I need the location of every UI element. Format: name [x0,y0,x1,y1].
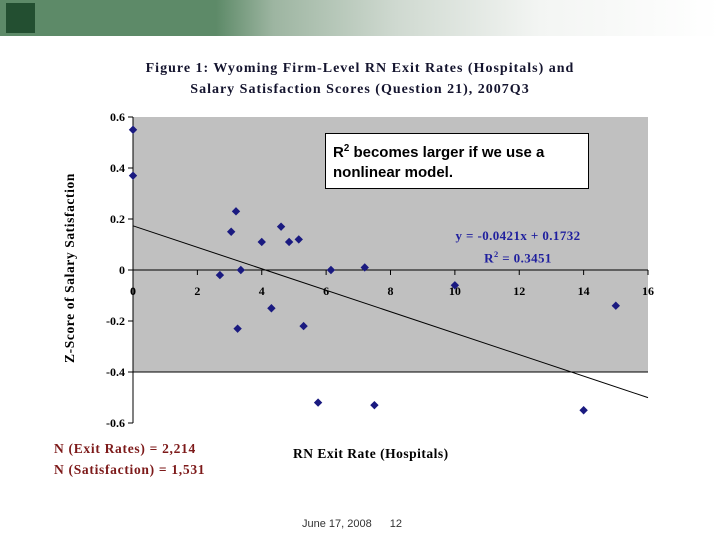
data-point [450,281,460,290]
data-point [294,235,303,244]
data-point [313,398,323,407]
x-tick-label: 12 [513,284,525,298]
data-point [284,237,294,247]
slide-number: 12 [389,518,402,530]
callout-text-start: R [333,144,344,161]
x-axis-title: RN Exit Rate (Hospitals) [293,446,449,461]
sample-size-notes: N (Exit Rates) = 2,214 N (Satisfaction) … [54,438,205,480]
x-tick-label: 14 [578,284,590,298]
r-squared-line: R2 = 0.3451 [430,245,606,267]
chart-title-line1: Figure 1: Wyoming Firm-Level RN Exit Rat… [145,61,575,76]
data-point [236,265,246,275]
data-point [370,400,379,410]
callout-box: R2 becomes larger if we use a nonlinear … [325,133,589,189]
data-point [299,321,308,331]
y-tick-label: -0.6 [106,416,125,430]
y-tick-label: 0.2 [110,212,125,226]
data-point [360,263,369,272]
y-tick-label: -0.2 [106,314,125,328]
data-point [611,301,621,310]
x-tick-label: 8 [388,284,394,298]
y-tick-label: 0 [119,263,125,277]
data-point [257,237,266,247]
data-point [579,406,588,415]
n-exit-rates: N (Exit Rates) = 2,214 [54,441,196,456]
data-point [226,227,236,236]
equation-line: y = -0.0421x + 0.1732 [455,228,581,243]
x-tick-label: 10 [449,284,461,298]
x-tick-label: 6 [323,284,329,298]
x-tick-label: 16 [642,284,654,298]
y-tick-label: 0.4 [110,161,125,175]
x-tick-label: 2 [194,284,200,298]
trendline-equation: y = -0.0421x + 0.1732 R2 = 0.3451 [430,227,606,267]
y-axis-title: Z-Score of Salary Satisfaction [62,173,77,363]
data-point [128,125,138,134]
slide-footer: June 17, 2008 12 [302,518,402,530]
r-squared-value: = 0.3451 [498,250,552,266]
r-squared-prefix: R [484,250,494,266]
y-tick-label: -0.4 [106,365,125,379]
n-satisfaction: N (Satisfaction) = 1,531 [54,462,206,477]
callout-text-rest: becomes larger if we use a nonlinear mod… [333,144,545,181]
y-tick-label: 0.6 [110,110,125,124]
chart-title: Figure 1: Wyoming Firm-Level RN Exit Rat… [40,58,680,100]
banner-dark-square [6,3,35,33]
x-tick-label: 4 [259,284,265,298]
x-tick-label: 0 [130,284,136,298]
chart-title-line2: Salary Satisfaction Scores (Question 21)… [190,82,530,97]
footer-date: June 17, 2008 [302,518,372,530]
data-point [215,270,225,280]
top-banner-decoration [0,0,720,36]
data-point [276,222,286,231]
data-point [233,324,242,333]
data-point [231,207,241,216]
data-point [128,171,138,180]
data-point [326,265,336,275]
data-point [267,304,276,313]
